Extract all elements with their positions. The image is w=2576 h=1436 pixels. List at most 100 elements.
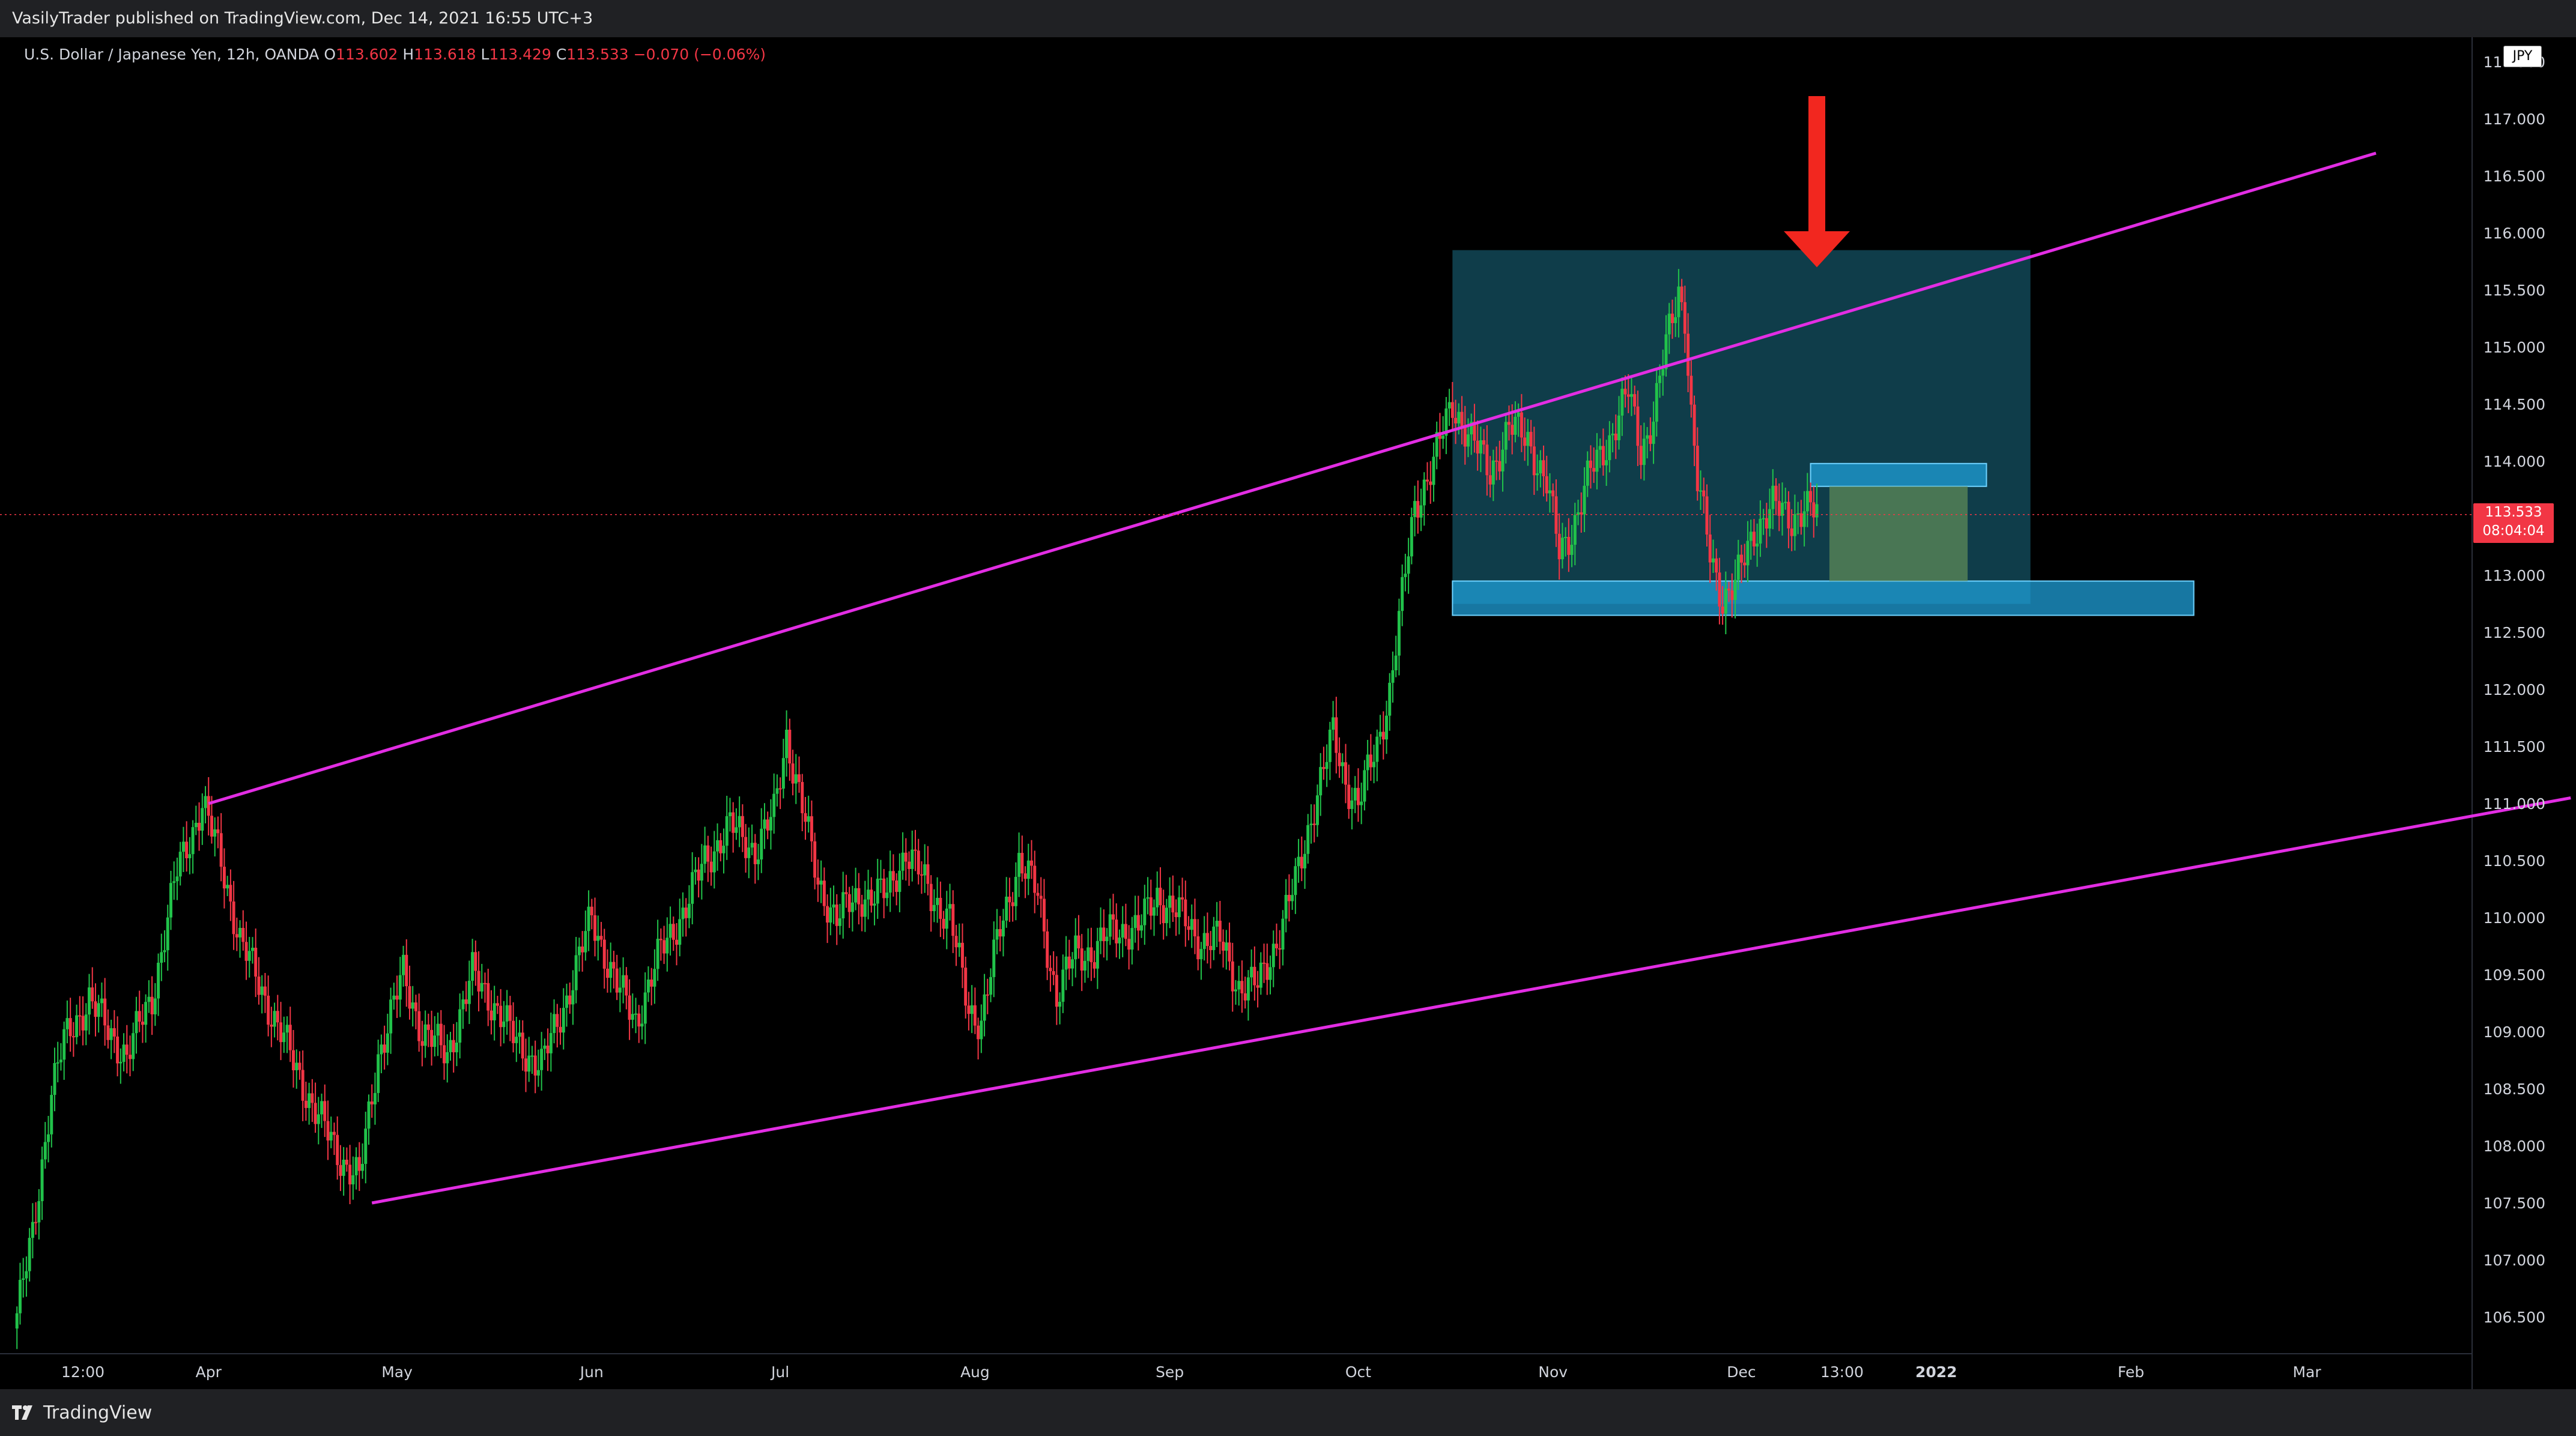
candle-body [835,904,838,926]
candle-body [986,994,989,996]
candle-body [1187,926,1190,930]
x-tick-label: Nov [1538,1363,1568,1381]
candle-body [1690,375,1693,405]
candle [1274,923,1278,956]
candle [1030,840,1034,879]
candle [1429,461,1432,504]
x-tick-label: Apr [196,1363,222,1381]
candle [1202,916,1206,961]
candle-body [712,851,716,873]
candle-body [1209,946,1213,950]
candle-body [857,888,861,904]
candle [1567,518,1571,572]
candle-body [1784,501,1787,503]
candle [1033,850,1037,913]
candle [244,921,248,980]
price-axis[interactable]: 106.500 107.000 107.500 108.000 108.500 109.0… [2484,53,2545,1326]
candle-body [81,1016,85,1031]
candle [895,873,899,906]
time-axis[interactable]: ar12:00AprMayJunJulAugSepOctNovDec13:002… [0,1363,2321,1381]
candle [1130,916,1134,965]
candle-body [28,1238,31,1271]
candle [1017,832,1021,897]
candle [929,875,933,932]
candle-body [1620,389,1624,416]
candle [1259,952,1262,995]
candle [540,1032,544,1091]
candle-body [1369,754,1372,768]
candle-body [232,901,235,935]
chart-canvas[interactable]: 106.500 107.000 107.500 108.000 108.500 109.0… [0,37,2576,1389]
candle [879,859,882,893]
candle [380,1034,383,1073]
candle [1545,455,1548,502]
candle-body [757,859,760,864]
candle-body [34,1222,38,1223]
candle-body [408,986,411,1009]
candle-body [1592,468,1596,472]
candle [461,990,465,1029]
candle-body [926,864,930,884]
candle-body [577,947,581,956]
candle [1067,939,1071,980]
candle [1532,426,1536,495]
candle-body [778,788,782,790]
candle [1268,956,1272,995]
candle-body [1388,682,1392,716]
candle-body [496,1003,499,1006]
candle-body [995,929,999,940]
tradingview-logo[interactable]: TradingView [0,1402,152,1423]
candle [605,949,609,993]
candle-body [1504,422,1508,450]
candle [901,832,905,880]
candle [590,898,593,930]
candle-body [1372,762,1376,768]
candle-body [524,1058,527,1072]
candle [1520,394,1523,452]
candle-body [1121,924,1124,938]
candle-body [439,1023,443,1046]
candle [671,916,675,951]
candle-body [1149,897,1153,916]
candle-body [59,1059,62,1062]
candle [1205,912,1209,964]
candle-body [709,861,713,873]
candle-body [18,1280,22,1313]
candle [1335,697,1338,774]
candle-body [1212,926,1216,950]
candle-body [1332,717,1335,730]
candle-body [1802,511,1806,527]
candle [1250,949,1253,992]
candle-body [1086,947,1090,961]
candle-body [285,1025,289,1033]
candle-body [1133,915,1137,929]
candle [536,1049,540,1087]
candle-body [687,903,691,918]
y-tick-label: 111.000 [2484,795,2545,813]
candle [565,983,568,1027]
candle [609,942,613,993]
candle-body [1259,962,1262,988]
candle-body [458,1009,462,1043]
candle [1617,396,1621,450]
candle [348,1145,352,1205]
candle-body [960,942,964,968]
candle [370,1084,374,1118]
candle-body [706,845,710,862]
candle [329,1116,333,1148]
candle-body [989,977,993,995]
currency-badge[interactable]: JPY [2503,46,2542,67]
candle [207,777,210,836]
candle [1667,303,1671,354]
candle-body [1626,394,1630,397]
candle-body [719,840,723,853]
candle [750,824,754,856]
candle [775,774,779,807]
candle [1319,753,1323,816]
candle-body [923,864,927,876]
candle [1577,500,1580,526]
y-tick-label: 116.500 [2484,168,2545,185]
candle [1721,586,1724,625]
candle [204,786,207,823]
x-tick-label: Sep [1156,1363,1184,1381]
